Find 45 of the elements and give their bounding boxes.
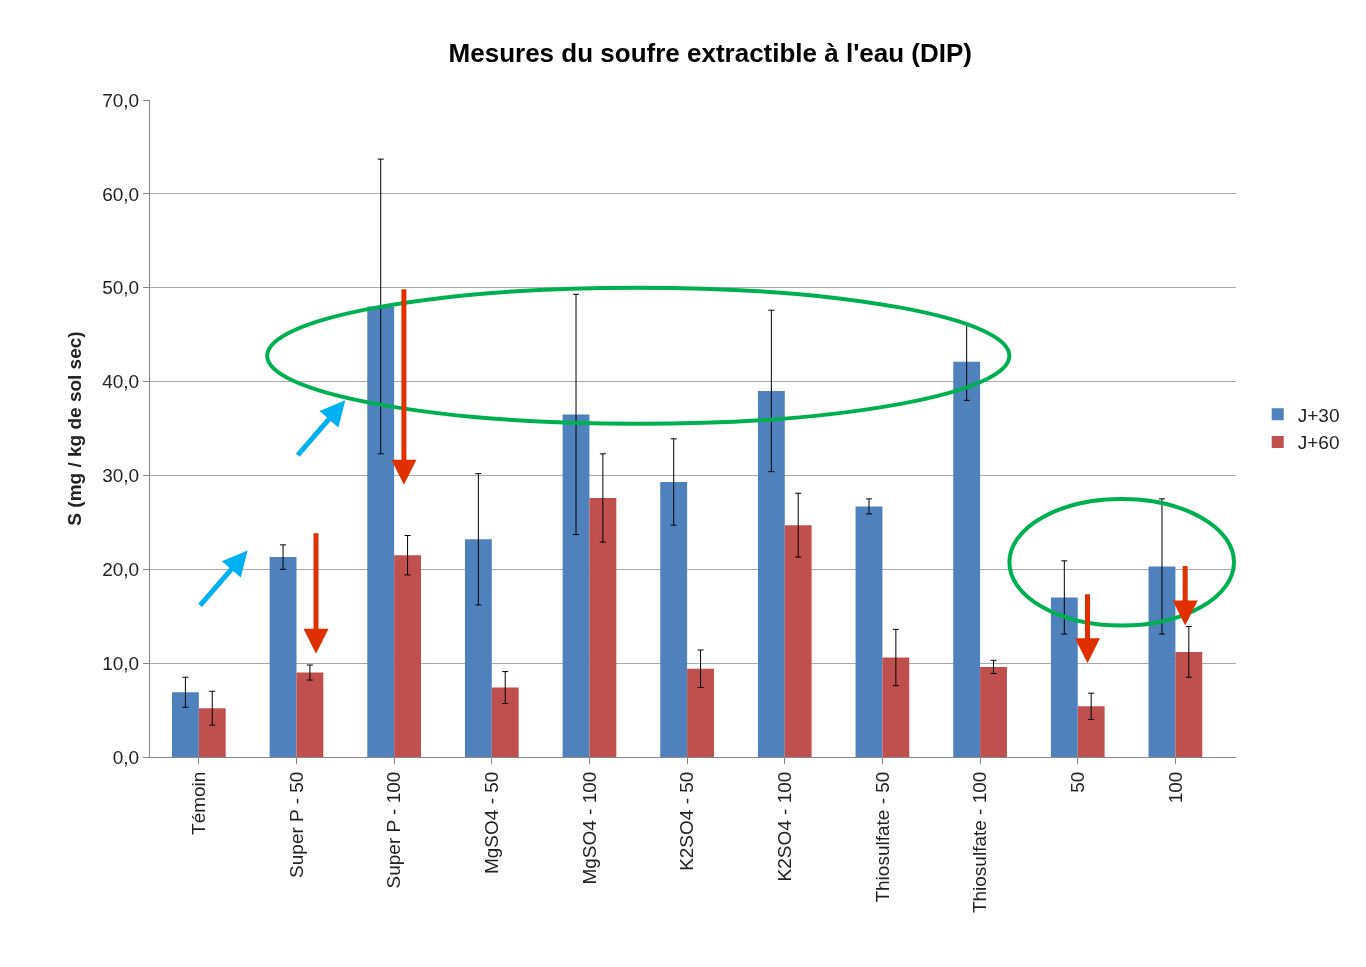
legend-label: J+60 xyxy=(1297,432,1340,454)
bar xyxy=(660,482,688,757)
bar xyxy=(757,390,785,757)
bar xyxy=(980,666,1007,757)
bar xyxy=(1148,566,1176,757)
bar xyxy=(491,687,519,757)
bar xyxy=(464,539,492,757)
bar xyxy=(882,657,910,757)
bar xyxy=(1050,597,1078,757)
x-tick-label: K2SO4 - 50 xyxy=(676,771,698,871)
x-tick-label: K2SO4 - 100 xyxy=(773,771,795,882)
y-tick-label: 50,0 xyxy=(102,277,140,299)
x-tick-label: Thiosulfate - 100 xyxy=(969,771,991,914)
y-tick-label: 40,0 xyxy=(102,371,140,393)
y-tick-label: 60,0 xyxy=(102,183,140,205)
bar xyxy=(367,306,395,757)
x-tick-label: MgSO4 - 50 xyxy=(480,771,502,875)
x-tick-label: 100 xyxy=(1164,771,1186,804)
y-axis-title: S (mg / kg de sol sec) xyxy=(64,331,86,526)
bar xyxy=(589,497,617,757)
bar xyxy=(296,672,324,757)
bar xyxy=(171,692,199,757)
y-tick-label: 10,0 xyxy=(102,652,140,674)
x-tick-label: Super P - 100 xyxy=(383,771,405,889)
bar xyxy=(687,668,714,757)
bar xyxy=(784,525,812,757)
bar xyxy=(1077,706,1105,757)
bar xyxy=(953,361,981,757)
bar xyxy=(562,414,590,757)
y-tick-label: 70,0 xyxy=(102,89,140,111)
x-tick-label: 50 xyxy=(1066,771,1088,793)
bar xyxy=(1175,651,1203,757)
x-tick-label: Thiosulfate - 50 xyxy=(871,771,893,903)
x-tick-label: Témoin xyxy=(188,771,210,835)
chart-title: Mesures du soufre extractible à l'eau (DIP) xyxy=(448,37,973,68)
bar xyxy=(198,708,226,757)
bar xyxy=(269,557,297,757)
bar xyxy=(855,506,883,757)
y-tick-label: 0,0 xyxy=(112,746,140,768)
x-tick-label: Super P - 50 xyxy=(285,771,307,878)
bar xyxy=(394,555,421,757)
x-tick-label: MgSO4 - 100 xyxy=(578,771,600,885)
y-tick-label: 30,0 xyxy=(102,465,140,487)
y-tick-label: 20,0 xyxy=(102,558,140,580)
legend-label: J+30 xyxy=(1297,404,1340,426)
